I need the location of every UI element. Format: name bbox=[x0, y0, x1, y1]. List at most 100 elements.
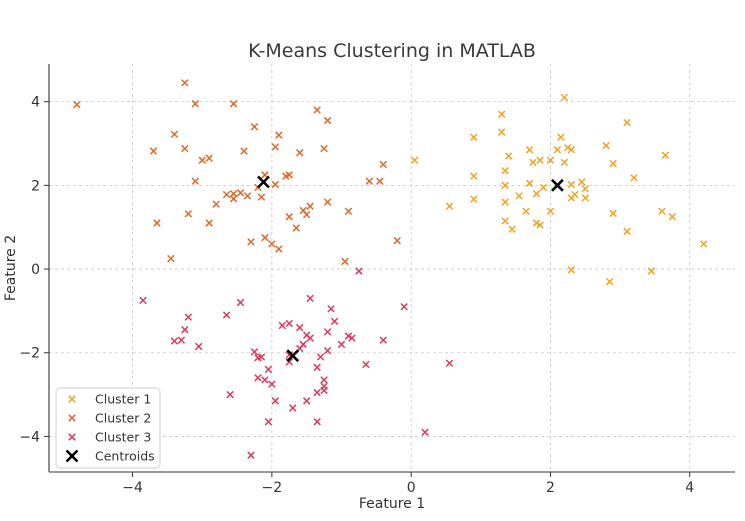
data-point bbox=[658, 207, 666, 216]
y-tick-label: 2 bbox=[31, 178, 40, 194]
data-point bbox=[323, 198, 332, 206]
data-point bbox=[205, 219, 213, 227]
data-point bbox=[344, 207, 353, 216]
data-point bbox=[501, 166, 509, 175]
data-point bbox=[257, 193, 266, 201]
data-point bbox=[313, 388, 321, 397]
data-point bbox=[316, 353, 325, 361]
data-point bbox=[501, 217, 509, 225]
data-point bbox=[191, 177, 199, 185]
data-point bbox=[410, 156, 419, 164]
data-point bbox=[275, 245, 283, 253]
data-point bbox=[306, 334, 314, 342]
data-point bbox=[567, 266, 576, 274]
data-point bbox=[581, 184, 589, 193]
data-point bbox=[212, 200, 220, 208]
data-point bbox=[532, 219, 541, 227]
data-point bbox=[302, 210, 311, 219]
axis-ticks: −4 −2 0 2 4 −4 −2 0 2 4 bbox=[19, 95, 694, 496]
data-point bbox=[605, 277, 614, 286]
data-point bbox=[470, 172, 478, 180]
data-point bbox=[668, 213, 677, 221]
data-point bbox=[226, 390, 234, 399]
data-point bbox=[236, 298, 245, 307]
data-point bbox=[609, 209, 617, 218]
data-point bbox=[285, 319, 294, 328]
centroid-marker bbox=[257, 175, 270, 189]
data-point bbox=[271, 397, 280, 405]
legend-label-2: Cluster 2 bbox=[95, 411, 151, 426]
data-point bbox=[571, 190, 579, 199]
data-point bbox=[508, 225, 516, 234]
data-point bbox=[320, 386, 328, 395]
data-point bbox=[278, 321, 287, 330]
data-point bbox=[557, 133, 565, 141]
data-point bbox=[261, 376, 269, 384]
data-point bbox=[400, 302, 408, 311]
data-point bbox=[261, 233, 269, 242]
data-point bbox=[181, 144, 189, 153]
data-point bbox=[609, 159, 617, 168]
data-point bbox=[602, 141, 610, 150]
data-point bbox=[268, 240, 276, 248]
legend-marker-1 bbox=[68, 395, 76, 403]
data-point bbox=[661, 151, 670, 159]
axes bbox=[48, 64, 735, 473]
data-point bbox=[240, 147, 248, 155]
legend-marker-4 bbox=[65, 449, 79, 463]
data-point bbox=[330, 317, 339, 326]
data-point bbox=[229, 100, 238, 108]
data-point bbox=[581, 194, 589, 202]
data-point bbox=[445, 359, 454, 367]
data-point bbox=[320, 376, 328, 384]
data-point bbox=[184, 210, 193, 218]
data-point bbox=[191, 100, 199, 108]
data-point bbox=[379, 336, 388, 344]
data-point bbox=[470, 195, 478, 203]
x-axis-label: Feature 1 bbox=[359, 496, 425, 512]
data-point bbox=[236, 189, 245, 197]
legend-marker-3 bbox=[68, 433, 76, 441]
y-tick-label: 0 bbox=[31, 262, 40, 278]
data-point bbox=[470, 133, 478, 141]
data-point bbox=[344, 332, 353, 340]
data-point bbox=[229, 195, 238, 203]
data-point bbox=[268, 380, 276, 388]
data-point bbox=[295, 148, 304, 157]
data-point bbox=[73, 100, 81, 109]
data-point bbox=[306, 294, 314, 303]
centroid-marker bbox=[286, 349, 300, 363]
data-point bbox=[421, 428, 429, 436]
data-point bbox=[376, 177, 384, 185]
legend-label-3: Cluster 3 bbox=[95, 430, 151, 445]
data-point bbox=[181, 79, 189, 87]
data-point bbox=[292, 224, 300, 232]
y-tick-label: 4 bbox=[31, 95, 40, 111]
data-point bbox=[243, 192, 252, 200]
data-point bbox=[567, 146, 576, 154]
data-point bbox=[379, 160, 388, 169]
data-point bbox=[623, 118, 631, 127]
data-point bbox=[536, 156, 544, 164]
data-point bbox=[445, 202, 454, 211]
data-point bbox=[546, 207, 555, 216]
data-point bbox=[247, 238, 255, 246]
data-point bbox=[323, 346, 332, 355]
grid bbox=[49, 64, 735, 472]
data-point bbox=[254, 374, 262, 382]
data-point bbox=[289, 404, 297, 412]
data-point bbox=[222, 190, 231, 199]
data-point bbox=[501, 181, 509, 190]
data-point bbox=[553, 146, 562, 154]
y-tick-label: −2 bbox=[19, 346, 40, 362]
data-point bbox=[205, 154, 213, 162]
data-points bbox=[73, 79, 708, 459]
data-point bbox=[564, 143, 572, 152]
data-point bbox=[302, 397, 311, 405]
data-point bbox=[525, 146, 534, 154]
data-point bbox=[623, 227, 631, 236]
data-point bbox=[250, 348, 259, 356]
data-point bbox=[497, 128, 506, 136]
data-point bbox=[320, 144, 328, 153]
